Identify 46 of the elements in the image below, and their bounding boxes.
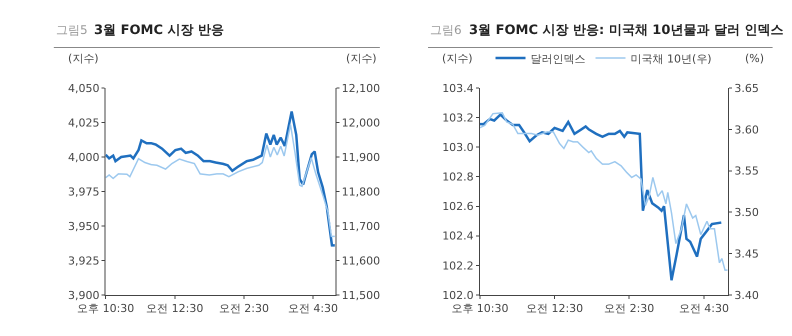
x-tick-label: 오전 2:30 [218,302,269,316]
x-tick-label: 오전 4:30 [288,302,338,316]
x-tick-label: 오전 2:30 [604,302,654,316]
y-tick-label: 102.6 [442,200,474,214]
y2-tick-label: 11,500 [342,288,380,302]
y2-tick-label: 11,900 [342,150,380,164]
y2-tick-label: 3.50 [734,206,759,220]
y-tick-label: 102.4 [442,230,474,243]
y-tick-label: 103.2 [442,111,474,124]
y2-tick-label: 3.45 [734,247,759,260]
y2-tick-label: 3.40 [734,288,759,302]
y-tick-label: 3,900 [68,288,100,302]
y-axis-title: (지수) [442,52,473,65]
chart-title: 3월 FOMC 시장 반응: 미국채 10년물과 달러 인덱스 [469,23,784,38]
legend-label: 달러인덱스 [530,52,586,66]
y-tick-label: 102.2 [442,259,474,272]
y-tick-label: 103.4 [442,82,474,95]
y2-tick-label: 12,100 [342,82,380,95]
y2-tick-label: 11,800 [342,185,380,198]
y2-tick-label: 11,600 [342,254,380,268]
x-tick-label: 오후 10:30 [77,302,134,316]
y-tick-label: 4,050 [68,82,100,95]
y-tick-label: 3,925 [68,254,100,268]
y2-tick-label: 3.65 [734,82,759,95]
y-tick-label: 4,025 [68,116,100,130]
y-axis-title: (지수) [68,52,99,65]
y-tick-label: 3,975 [68,185,100,198]
chart-title: 3월 FOMC 시장 반응 [94,23,224,38]
y-tick-label: 4,000 [68,150,100,164]
y-tick-label: 103.0 [442,140,474,154]
x-tick-label: 오전 12:30 [146,302,204,316]
x-tick-label: 오전 4:30 [678,302,729,316]
y-tick-label: 102.0 [442,288,474,302]
y-tick-label: 3,950 [68,220,100,233]
legend-label: 미국채 10년(우) [630,52,712,66]
x-tick-label: 오전 12:30 [526,302,584,316]
y2-axis-title: (지수) [346,52,377,65]
y2-tick-label: 3.60 [734,123,759,136]
y2-axis-title: (%) [745,52,764,65]
y-tick-label: 102.8 [442,170,474,184]
y2-tick-label: 11,700 [342,220,380,233]
caption: 그림5 [56,23,88,37]
caption: 그림6 [430,23,462,37]
x-tick-label: 오후 10:30 [451,302,508,316]
y2-tick-label: 3.55 [734,164,759,178]
y2-tick-label: 12,000 [342,116,380,130]
